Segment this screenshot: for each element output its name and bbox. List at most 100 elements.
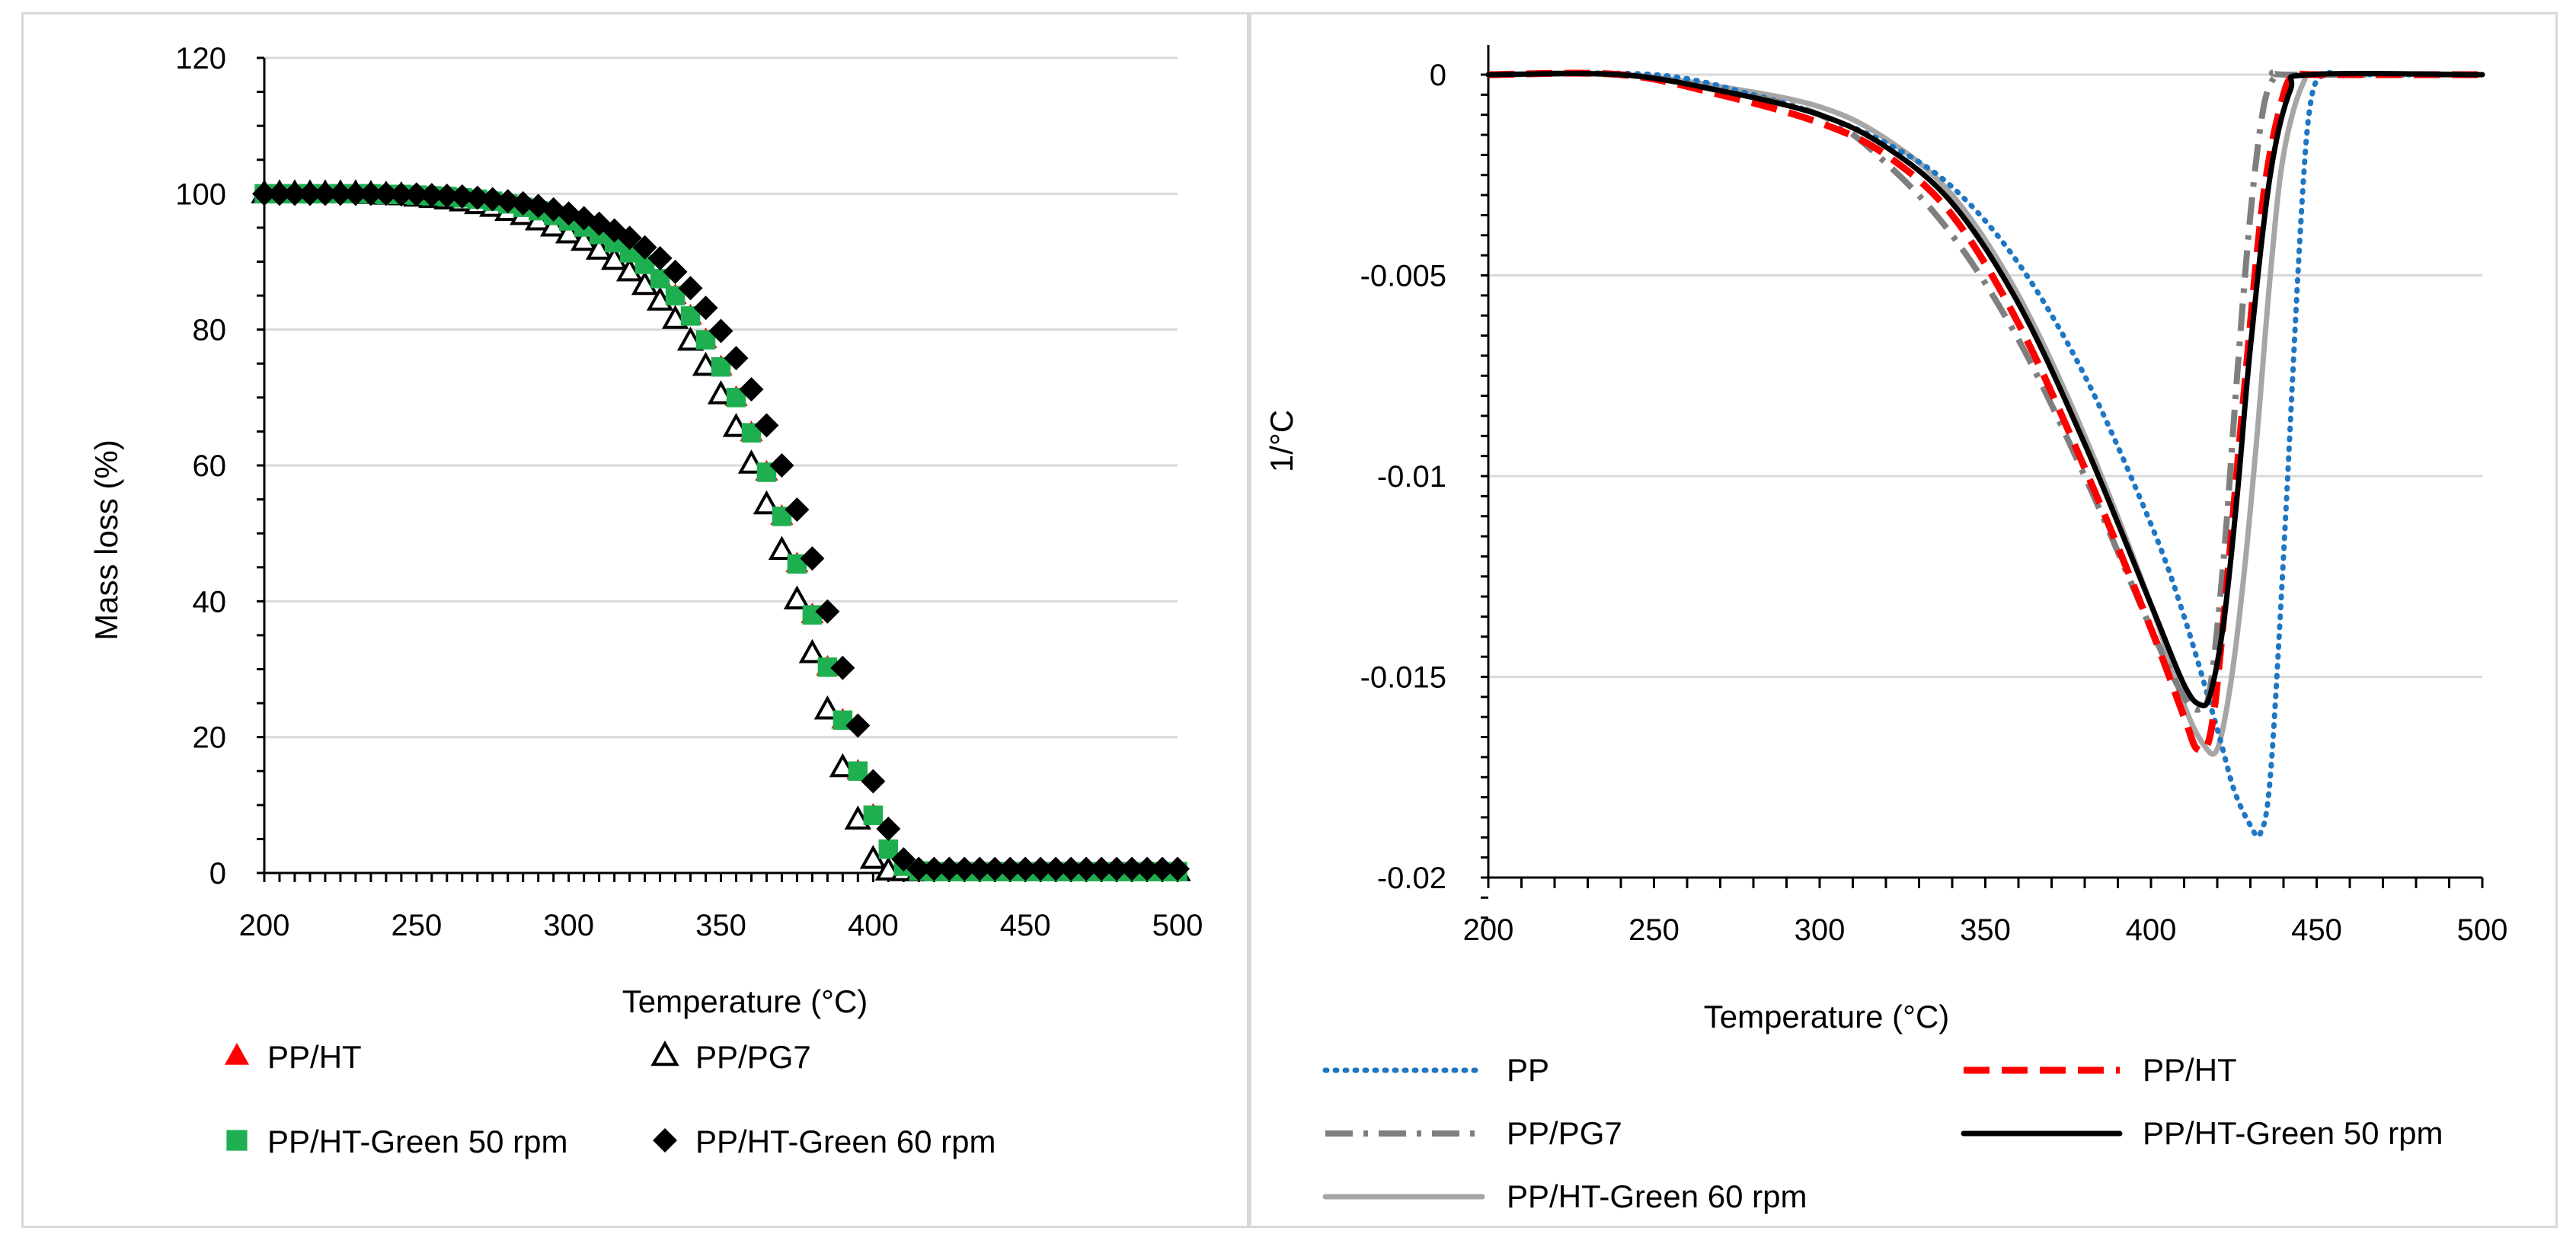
data-point [267, 181, 292, 206]
legend-label: PP/HT-Green 50 rpm [267, 1124, 567, 1159]
x-tick-label: 350 [1960, 913, 2011, 947]
data-point [739, 377, 764, 402]
y-tick-label: 80 [193, 314, 227, 347]
data-point [724, 346, 749, 371]
data-point [692, 351, 720, 376]
series-pp-ht [252, 181, 1190, 881]
y-tick-label: 100 [175, 177, 226, 211]
data-point [798, 638, 826, 663]
x-axis-label: Temperature (°C) [1704, 999, 1950, 1034]
x-tick-label: 450 [1000, 909, 1051, 942]
data-point [419, 183, 444, 208]
data-point [891, 847, 916, 872]
legend-label: PP [1507, 1052, 1549, 1088]
x-tick-label: 300 [543, 909, 594, 942]
series-line-pp-ht-green-60-rpm [1485, 71, 2485, 757]
data-point [878, 839, 899, 859]
data-point [768, 536, 796, 560]
data-point [937, 856, 962, 881]
data-point [282, 181, 307, 206]
data-point [722, 412, 750, 437]
series-pp-pg7 [251, 179, 1191, 881]
data-point [434, 184, 459, 209]
y-tick-label: 120 [175, 42, 226, 75]
series-line-pp-ht [1488, 69, 2482, 755]
data-point [754, 413, 779, 438]
legend-marker [653, 1128, 677, 1153]
data-point [647, 246, 673, 271]
data-point [328, 181, 353, 206]
data-point [1089, 856, 1114, 881]
data-point [615, 257, 644, 282]
data-point [753, 490, 781, 515]
data-point [737, 449, 765, 474]
data-point [983, 856, 1008, 881]
series-line-pp-ht-green-50-rpm [1485, 70, 2485, 708]
data-point [844, 805, 872, 830]
y-tick-label: -0.015 [1360, 661, 1446, 695]
series-pp-ht-green-50-rpm [254, 184, 1187, 881]
x-tick-label: 350 [695, 909, 746, 942]
data-point [663, 259, 688, 284]
data-point [830, 655, 855, 680]
y-tick-label: -0.02 [1377, 862, 1446, 895]
mass-loss-chart: 0 20 40 60 80 100 120 200 250 300 350 400 450 500 Mas… [88, 42, 1203, 1159]
x-tick-label: 500 [2457, 913, 2508, 947]
data-point [661, 305, 689, 329]
data-point [1150, 856, 1175, 881]
data-point [1135, 856, 1160, 881]
x-tick-label: 400 [848, 909, 899, 942]
x-axis-label: Temperature (°C) [622, 983, 868, 1019]
x-tick-label: 400 [2126, 913, 2177, 947]
y-axis-label: Mass loss (%) [88, 440, 124, 641]
data-point [510, 190, 535, 216]
data-point [373, 181, 398, 206]
legend-marker [224, 1042, 250, 1065]
data-point [769, 453, 794, 478]
data-point [1104, 856, 1130, 881]
legend-label: PP/HT-Green 50 rpm [2143, 1115, 2443, 1151]
chart-panel-mass-loss: 0 20 40 60 80 100 120 200 250 300 350 400 450 500 Mas… [21, 12, 1249, 1228]
data-point [708, 318, 733, 344]
data-point [495, 189, 520, 214]
data-point [632, 235, 657, 260]
data-point [676, 326, 705, 351]
data-point [252, 181, 276, 206]
data-point [1165, 856, 1190, 881]
data-point [906, 856, 932, 881]
data-point [1074, 856, 1099, 881]
data-point [1044, 856, 1069, 881]
x-tick-label: 250 [1628, 913, 1680, 947]
y-tick-label: -0.01 [1377, 460, 1446, 494]
data-point [815, 599, 840, 624]
data-point [693, 296, 718, 321]
data-point [540, 212, 567, 237]
y-tick-label: -0.005 [1360, 260, 1446, 293]
legend-marker [650, 1040, 679, 1066]
data-point [785, 497, 810, 522]
data-point [848, 761, 868, 781]
data-point [952, 856, 977, 881]
data-point [859, 845, 887, 869]
data-point [541, 197, 566, 222]
data-point [783, 585, 811, 610]
x-tick-label: 500 [1152, 909, 1203, 942]
data-point [1028, 856, 1053, 881]
data-point [600, 245, 628, 270]
y-axis-label: 1/°C [1264, 410, 1299, 472]
data-point [922, 856, 947, 881]
data-point [312, 181, 337, 206]
data-point [707, 380, 735, 404]
data-point [874, 856, 902, 881]
data-point [358, 181, 383, 206]
data-point [845, 713, 871, 738]
data-point [631, 270, 659, 296]
data-point [1120, 856, 1145, 881]
legend-label: PP/HT-Green 60 rpm [1507, 1178, 1807, 1214]
data-point [1059, 856, 1084, 881]
x-tick-label: 450 [2291, 913, 2342, 947]
data-point [297, 181, 322, 206]
data-point [404, 182, 429, 207]
data-point [813, 695, 842, 720]
data-point [585, 235, 613, 260]
